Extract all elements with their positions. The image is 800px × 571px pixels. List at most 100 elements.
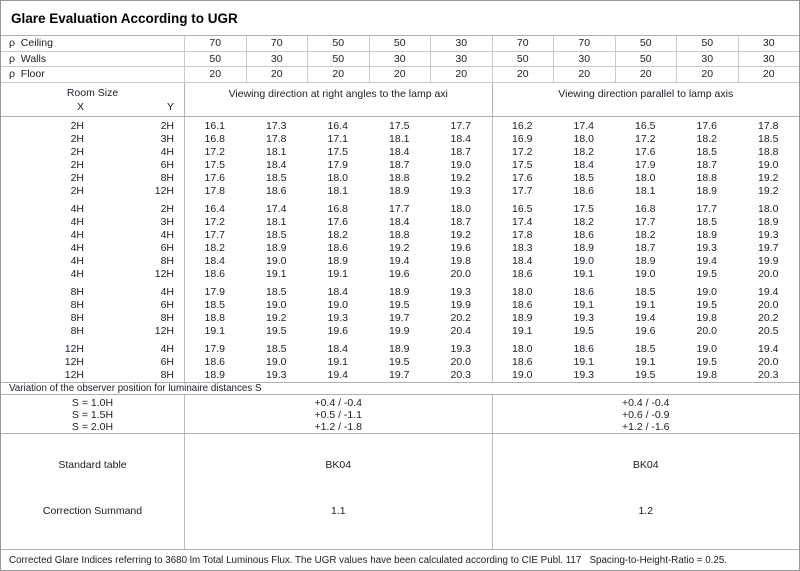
ugr-table-row: 8H 12H 19.1 19.5 19.6 19.9 20.4 19.1 19.5 19.6 20.…	[1, 325, 799, 338]
variation-section-label: Variation of the observer position for l…	[1, 383, 799, 395]
room-x-cell: 2H	[70, 171, 84, 184]
room-y-cell: 3H	[160, 215, 174, 228]
ugr-value-cell: 18.2	[573, 145, 594, 158]
reflectance-value-cell: 30	[737, 51, 800, 67]
ugr-value-cell: 19.3	[450, 342, 471, 355]
room-x-cell: 8H	[70, 285, 84, 298]
room-x-cell: 2H	[70, 132, 84, 145]
ugr-value-cell: 19.1	[635, 355, 656, 368]
reflectance-value-cell: 20	[184, 67, 246, 82]
reflectance-value-cell: 20	[430, 67, 492, 82]
ugr-value-cell: 18.7	[696, 158, 717, 171]
ugr-value-cell: 18.4	[389, 145, 410, 158]
reflectance-value-cell: 30	[553, 51, 615, 67]
ugr-value-cell: 18.9	[204, 368, 225, 381]
ugr-value-cell: 18.4	[266, 158, 287, 171]
ugr-values-right-angles: 17.2 18.1 17.6 18.4 18.7	[184, 216, 492, 229]
ugr-value-cell: 19.4	[635, 311, 656, 324]
ugr-value-cell: 17.2	[635, 132, 656, 145]
ugr-value-cell: 18.8	[389, 171, 410, 184]
standard-table-labels: Standard table Correction Summand	[1, 434, 184, 549]
room-y-cell: 8H	[160, 171, 174, 184]
ugr-value-cell: 16.8	[635, 202, 656, 215]
ugr-value-cell: 18.0	[512, 285, 533, 298]
reflectance-values-right-angles: 50 30 50 30 30	[184, 51, 492, 67]
ugr-value-cell: 16.5	[635, 119, 656, 132]
ugr-table-row: 2H 6H 17.5 18.4 17.9 18.7 19.0 17.5 18.4 17.9 18.7…	[1, 159, 799, 172]
standard-table-value-left: BK04	[325, 458, 352, 471]
ugr-value-cell: 17.2	[204, 145, 225, 158]
ugr-value-cell: 16.2	[512, 119, 533, 132]
ugr-value-cell: 16.4	[327, 119, 348, 132]
ugr-value-cell: 18.6	[204, 355, 225, 368]
ugr-value-cell: 19.5	[266, 324, 287, 337]
ugr-value-cell: 18.9	[635, 254, 656, 267]
ugr-value-cell: 18.5	[266, 171, 287, 184]
ugr-value-cell: 19.6	[389, 267, 410, 280]
room-y-cell: 3H	[160, 132, 174, 145]
ugr-value-cell: 17.1	[327, 132, 348, 145]
room-size-header: Room Size X Y	[1, 83, 184, 116]
ugr-group: 8H 4H 17.9 18.5 18.4 18.9 19.3 18.0 18.6 18.5 19.0…	[1, 286, 799, 338]
room-y-cell: 8H	[160, 254, 174, 267]
ugr-value-cell: 19.7	[389, 311, 410, 324]
ugr-value-cell: 19.0	[573, 254, 594, 267]
s-values-right-angles: +0.4 / -0.4 +0.5 / -1.1 +1.2 / -1.8	[184, 394, 492, 433]
ugr-value-cell: 18.9	[512, 311, 533, 324]
ugr-value-cell: 18.7	[450, 145, 471, 158]
reflectance-value-cell: 70	[553, 36, 615, 51]
ugr-value-cell: 18.4	[512, 254, 533, 267]
room-y-cell: 8H	[160, 368, 174, 381]
ugr-value-cell: 17.6	[204, 171, 225, 184]
ugr-group: 2H 2H 16.1 17.3 16.4 17.5 17.7 16.2 17.4 16.5 17.6…	[1, 120, 799, 198]
room-y-cell: 12H	[154, 184, 174, 197]
page-title: Glare Evaluation According to UGR	[1, 1, 799, 36]
ugr-table-row: 4H 2H 16.4 17.4 16.8 17.7 18.0 16.5 17.5 16.8 17.7…	[1, 203, 799, 216]
ugr-value-cell: 18.7	[635, 241, 656, 254]
ugr-value-cell: 18.6	[266, 184, 287, 197]
ugr-value-cell: 17.2	[204, 215, 225, 228]
ugr-value-cell: 19.8	[696, 368, 717, 381]
ugr-value-cell: 17.6	[512, 171, 533, 184]
reflectance-value-cell: 70	[491, 36, 554, 51]
ugr-values-parallel: 17.7 18.6 18.1 18.9 19.2	[492, 185, 800, 198]
ugr-table-row: 8H 8H 18.8 19.2 19.3 19.7 20.2 18.9 19.3 19.4 19.8…	[1, 312, 799, 325]
room-y-cell: 4H	[160, 342, 174, 355]
ugr-value-cell: 20.5	[758, 324, 779, 337]
ugr-value-cell: 17.5	[204, 158, 225, 171]
reflectance-values-parallel: 50 30 50 30 30	[491, 51, 800, 67]
ugr-value-cell: 18.6	[327, 241, 348, 254]
ugr-value-cell: 18.0	[327, 171, 348, 184]
reflectance-value-cell: 20	[368, 67, 431, 82]
standard-table-block: Standard table Correction Summand BK04 1…	[1, 433, 799, 550]
room-x-cell: 4H	[70, 267, 84, 280]
ugr-value-cell: 19.4	[696, 254, 717, 267]
ugr-value-cell: 19.2	[758, 184, 779, 197]
ugr-table-row: 4H 8H 18.4 19.0 18.9 19.4 19.8 18.4 19.0 18.9 19.4…	[1, 255, 799, 268]
reflectance-value-cell: 20	[553, 67, 615, 82]
ugr-value-cell: 20.0	[696, 324, 717, 337]
ugr-values-right-angles: 18.9 19.3 19.4 19.7 20.3	[184, 369, 492, 382]
ugr-value-cell: 19.0	[266, 355, 287, 368]
ugr-value-cell: 17.9	[204, 285, 225, 298]
ugr-values-parallel: 19.1 19.5 19.6 20.0 20.5	[492, 325, 800, 338]
room-y-cell: 4H	[160, 228, 174, 241]
ugr-value-cell: 17.5	[327, 145, 348, 158]
ugr-value-cell: 18.9	[266, 241, 287, 254]
ugr-value-cell: 16.4	[204, 202, 225, 215]
ugr-values-parallel: 18.0 18.6 18.5 19.0 19.4	[492, 286, 800, 299]
ugr-value-cell: 19.3	[573, 311, 594, 324]
reflectance-value-cell: 50	[307, 51, 369, 67]
reflectance-section: ρ Ceiling 70 70 50 50 30 70 70 50 50 30 ρ Walls 50 30…	[1, 36, 799, 83]
standard-table-col-right-angles: BK04 1.1	[184, 433, 492, 549]
ugr-table-row: 2H 4H 17.2 18.1 17.5 18.4 18.7 17.2 18.2 17.6 18.5…	[1, 146, 799, 159]
ugr-value-cell: 18.0	[758, 202, 779, 215]
ugr-value-cell: 19.1	[635, 298, 656, 311]
reflectance-value-cell: 50	[491, 51, 554, 67]
ugr-value-cell: 18.6	[573, 184, 594, 197]
ugr-value-cell: 18.6	[512, 267, 533, 280]
ugr-value-cell: 18.4	[204, 254, 225, 267]
reflectance-value-cell: 30	[245, 51, 308, 67]
ugr-value-cell: 19.7	[389, 368, 410, 381]
